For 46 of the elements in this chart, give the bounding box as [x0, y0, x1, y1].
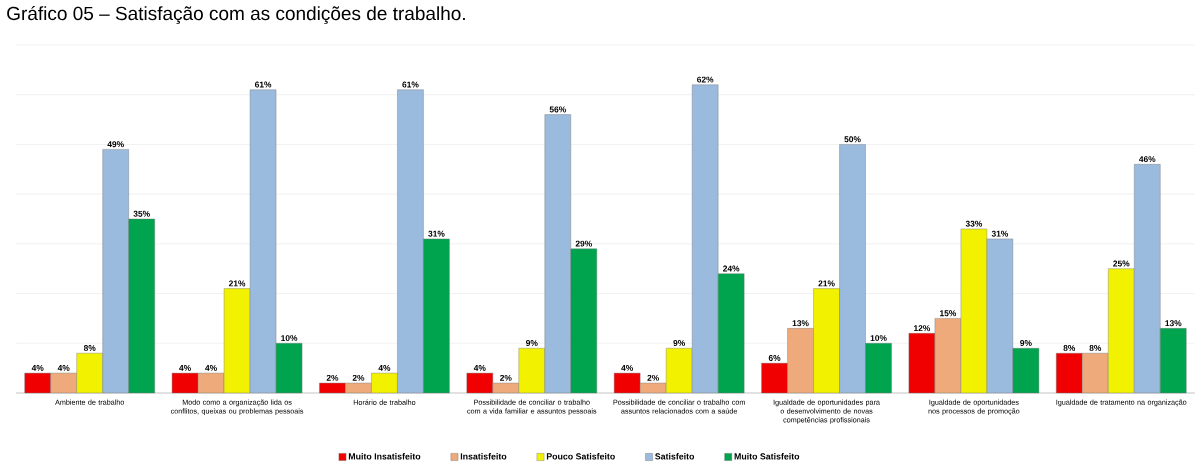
data-label: 15% — [940, 310, 957, 317]
data-label: 6% — [768, 355, 781, 361]
data-label: 61% — [402, 81, 419, 88]
data-label: 4% — [57, 364, 70, 371]
legend-label: Insatisfeito — [460, 453, 507, 460]
data-label: 8% — [83, 345, 96, 352]
data-label: 13% — [1165, 320, 1182, 327]
data-label: 2% — [352, 374, 365, 381]
data-label: 35% — [133, 210, 150, 217]
data-label: 49% — [107, 141, 124, 148]
chart-title: Gráfico 05 – Satisfação com as condições de trabalho. — [7, 6, 465, 25]
data-label: 2% — [326, 374, 339, 381]
data-label: 10% — [281, 335, 298, 342]
data-label: 4% — [205, 364, 217, 371]
legend-label: Muito Satisfeito — [734, 453, 800, 460]
data-label: 2% — [647, 374, 660, 381]
data-label: 56% — [549, 106, 566, 113]
data-label: 4% — [473, 364, 486, 371]
data-label: 4% — [31, 364, 44, 371]
data-label: 10% — [870, 335, 887, 342]
data-label: 62% — [697, 76, 714, 83]
data-label: 4% — [179, 364, 191, 371]
data-label: 21% — [818, 280, 835, 287]
data-label: 12% — [914, 325, 931, 332]
data-label: 33% — [965, 220, 983, 227]
data-label: 9% — [1020, 340, 1032, 347]
data-label: 8% — [1089, 345, 1102, 352]
data-label: 8% — [1063, 345, 1076, 352]
data-label: 9% — [526, 340, 538, 347]
data-label: 50% — [844, 136, 861, 143]
data-label: 21% — [228, 280, 246, 287]
data-label: 9% — [673, 340, 686, 347]
legend-label: Muito Insatisfeito — [348, 453, 421, 460]
data-label: 24% — [723, 265, 740, 272]
data-label: 13% — [792, 320, 809, 327]
data-label: 31% — [991, 230, 1009, 237]
data-label: 4% — [621, 364, 634, 371]
data-label: 29% — [575, 240, 592, 247]
data-label: 2% — [500, 374, 512, 381]
legend-label: Pouco Satisfeito — [546, 453, 615, 460]
data-label: 4% — [378, 364, 391, 371]
data-label: 25% — [1113, 260, 1130, 267]
data-label: 61% — [254, 81, 272, 88]
legend-label: Satisfeito — [655, 453, 695, 460]
data-label: 31% — [428, 230, 445, 237]
data-label: 46% — [1138, 156, 1156, 163]
